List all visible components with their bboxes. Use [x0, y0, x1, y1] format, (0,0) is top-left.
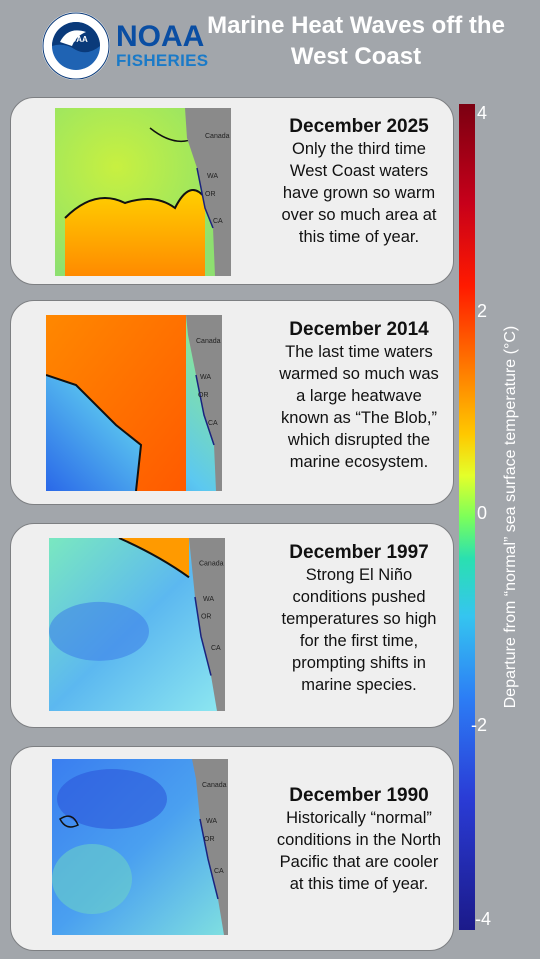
- brand-noaa: NOAA: [116, 20, 205, 53]
- svg-text:OR: OR: [201, 614, 211, 621]
- card-text-2014: December 2014 The last time waters warme…: [273, 318, 445, 473]
- card-2014: Canada WA OR CA December 2014 The last t…: [10, 300, 454, 505]
- svg-text:Canada: Canada: [196, 338, 221, 345]
- sst-map-1997: Canada WA OR CA: [49, 538, 225, 711]
- page-title: Marine Heat Waves off the West Coast: [207, 12, 505, 70]
- temperature-legend: 4 2 0 -2 -4 Departure from “normal” sea …: [459, 104, 539, 934]
- svg-text:CA: CA: [213, 218, 223, 225]
- brand-fisheries: FISHERIES: [116, 51, 209, 70]
- card-year: December 1997: [289, 542, 429, 563]
- svg-text:OR: OR: [205, 191, 216, 198]
- svg-text:WA: WA: [203, 596, 214, 603]
- card-1997: Canada WA OR CA December 1997 Strong El …: [10, 523, 454, 728]
- header: NOAA NOAA FISHERIES Marine Heat Waves of…: [0, 0, 540, 90]
- svg-text:NOAA: NOAA: [64, 35, 88, 44]
- card-year: December 2014: [289, 319, 429, 340]
- legend-tick: 4: [477, 103, 488, 123]
- noaa-logo: NOAA: [42, 12, 110, 80]
- sst-map-2014: Canada WA OR CA: [46, 315, 222, 491]
- card-description: The last time waters warmed so much was …: [279, 343, 439, 471]
- svg-text:Canada: Canada: [202, 782, 227, 789]
- legend-tick: 0: [477, 503, 488, 523]
- card-text-2025: December 2025 Only the third time West C…: [273, 115, 445, 248]
- card-description: Strong El Niño conditions pushed tempera…: [281, 566, 437, 694]
- brand: NOAA FISHERIES: [116, 22, 208, 70]
- card-description: Only the third time West Coast waters ha…: [281, 140, 437, 246]
- colorbar: [459, 104, 475, 930]
- legend-tick: -2: [471, 715, 488, 735]
- svg-text:OR: OR: [204, 836, 215, 843]
- card-text-1997: December 1997 Strong El Niño conditions …: [273, 541, 445, 696]
- svg-text:WA: WA: [206, 818, 217, 825]
- legend-tick: -4: [475, 909, 492, 929]
- sst-map-2025: Canada WA OR CA: [55, 108, 231, 276]
- svg-text:OR: OR: [198, 392, 209, 399]
- svg-text:WA: WA: [207, 173, 218, 180]
- svg-text:Canada: Canada: [199, 561, 224, 568]
- svg-text:CA: CA: [208, 420, 218, 427]
- svg-text:CA: CA: [211, 645, 221, 652]
- card-description: Historically “normal” conditions in the …: [276, 809, 442, 893]
- card-year: December 1990: [289, 785, 429, 806]
- card-year: December 2025: [289, 116, 429, 137]
- card-text-1990: December 1990 Historically “normal” cond…: [273, 784, 445, 895]
- legend-tick: 2: [477, 301, 488, 321]
- svg-text:WA: WA: [200, 374, 211, 381]
- svg-text:CA: CA: [214, 868, 224, 875]
- sst-map-1990: Canada WA OR CA: [52, 759, 228, 935]
- card-2025: Canada WA OR CA December 2025 Only the t…: [10, 97, 454, 285]
- svg-text:Canada: Canada: [205, 133, 230, 140]
- card-1990: Canada WA OR CA December 1990 Historical…: [10, 746, 454, 951]
